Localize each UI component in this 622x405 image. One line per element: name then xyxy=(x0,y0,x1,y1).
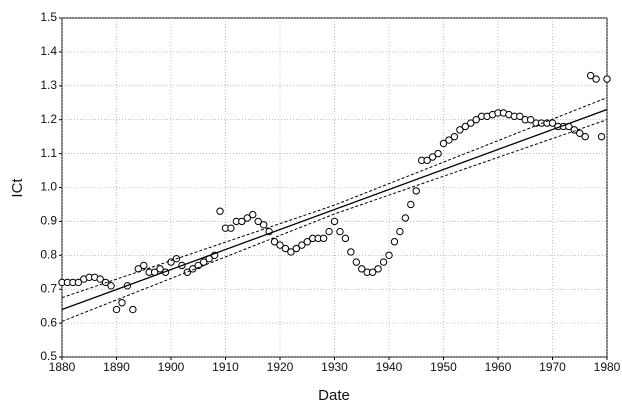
y-axis-title: ICt xyxy=(9,178,26,198)
data-point xyxy=(336,227,344,236)
data-point xyxy=(385,251,393,260)
data-point xyxy=(527,116,535,124)
data-point xyxy=(374,265,382,273)
y-tick-label: 0.7 xyxy=(40,281,57,295)
data-point xyxy=(581,132,589,141)
data-point xyxy=(412,187,420,195)
data-point xyxy=(325,227,333,236)
data-point xyxy=(112,305,121,314)
x-tick-label: 1980 xyxy=(594,360,621,374)
data-point xyxy=(592,75,600,83)
data-point xyxy=(434,149,442,158)
data-point xyxy=(287,248,295,256)
data-point xyxy=(189,265,197,273)
data-point xyxy=(216,207,224,215)
data-point xyxy=(576,129,584,137)
data-point xyxy=(298,241,306,249)
data-point xyxy=(74,278,83,287)
data-point xyxy=(118,299,126,307)
x-tick-label: 1970 xyxy=(539,360,566,374)
data-point xyxy=(407,200,415,209)
y-tick-label: 1.1 xyxy=(40,146,57,160)
data-point xyxy=(254,217,262,226)
y-tick-label: 0.5 xyxy=(40,349,57,363)
data-point xyxy=(319,234,328,243)
data-point xyxy=(183,268,192,276)
data-point xyxy=(516,112,524,121)
data-point xyxy=(249,210,257,219)
data-point xyxy=(390,238,399,246)
data-point xyxy=(227,224,235,232)
data-point xyxy=(423,156,431,165)
data-point xyxy=(341,234,350,243)
data-point xyxy=(358,265,366,273)
data-point xyxy=(281,244,290,253)
data-point xyxy=(379,258,388,266)
y-tick-label: 1.2 xyxy=(40,112,57,126)
data-point xyxy=(456,126,464,134)
x-tick-label: 1930 xyxy=(321,360,348,374)
data-point xyxy=(603,75,611,83)
data-point xyxy=(445,136,453,144)
x-tick-label: 1900 xyxy=(158,360,185,374)
x-tick-label: 1940 xyxy=(376,360,403,374)
data-point xyxy=(303,238,311,246)
y-tick-label: 1.0 xyxy=(40,180,57,194)
y-tick-label: 0.8 xyxy=(40,247,57,261)
data-point xyxy=(461,122,469,131)
y-tick-label: 0.6 xyxy=(40,315,57,329)
data-point xyxy=(276,241,284,249)
data-point xyxy=(347,248,355,256)
data-point xyxy=(129,305,137,314)
y-tick-label: 1.4 xyxy=(40,44,57,58)
data-point xyxy=(472,116,480,124)
data-point xyxy=(439,139,448,148)
data-point xyxy=(597,132,606,141)
data-point xyxy=(156,265,164,273)
data-point xyxy=(194,261,202,270)
data-point xyxy=(428,153,437,161)
x-tick-label: 1950 xyxy=(430,360,457,374)
y-tick-label: 1.3 xyxy=(40,78,57,92)
x-tick-label: 1880 xyxy=(49,360,76,374)
data-point xyxy=(107,282,115,290)
data-point xyxy=(548,119,557,127)
x-tick-label: 1910 xyxy=(212,360,239,374)
data-point xyxy=(396,227,404,236)
data-point xyxy=(368,268,377,276)
data-point xyxy=(330,217,339,226)
data-point xyxy=(238,217,246,226)
data-point xyxy=(270,238,279,246)
data-point xyxy=(586,71,595,80)
x-axis-title: Date xyxy=(318,387,350,404)
data-point xyxy=(450,132,459,141)
data-point xyxy=(96,275,104,283)
x-tick-label: 1890 xyxy=(103,360,130,374)
data-point xyxy=(401,214,410,222)
data-point xyxy=(467,119,475,127)
regression-line xyxy=(61,108,608,311)
confidence-band xyxy=(61,119,608,322)
y-tick-label: 1.5 xyxy=(40,10,57,24)
x-tick-label: 1960 xyxy=(485,360,512,374)
data-point xyxy=(140,261,148,270)
y-tick-label: 0.9 xyxy=(40,214,57,228)
data-point xyxy=(292,244,301,253)
data-point xyxy=(243,214,252,222)
confidence-band xyxy=(61,97,608,299)
data-point xyxy=(352,258,360,266)
x-tick-label: 1920 xyxy=(267,360,294,374)
data-point xyxy=(259,221,268,229)
